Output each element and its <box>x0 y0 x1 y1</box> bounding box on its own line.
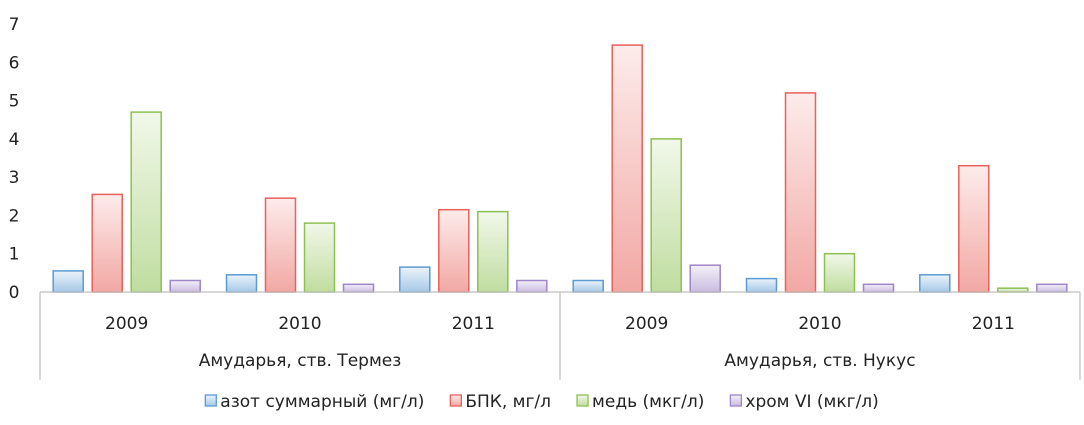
bar-2-1 <box>91 193 123 293</box>
axes <box>39 291 1081 380</box>
y-tick-label: 2 <box>9 206 20 226</box>
bar-4-2 <box>342 283 375 293</box>
legend-label: хром VI (мкг/л) <box>745 392 878 412</box>
y-axis-ticks: 0 1 2 3 4 5 6 7 <box>9 15 20 303</box>
bar-4-3 <box>516 279 548 293</box>
legend-swatch <box>576 394 589 407</box>
bar-3-1 <box>130 111 162 293</box>
y-tick-label: 5 <box>9 92 20 112</box>
bar-4-1 <box>169 279 201 293</box>
x-category-label: 2010 <box>798 314 841 334</box>
legend-label: БПК, мг/л <box>465 392 551 412</box>
bars <box>52 44 1068 293</box>
bar-2-6 <box>958 164 990 293</box>
category-labels: 2009 2010 2011 2009 2010 2011 <box>105 314 1015 334</box>
y-tick-label: 0 <box>9 283 20 303</box>
legend-item: БПК, мг/л <box>449 392 551 412</box>
bar-4-4 <box>689 264 721 293</box>
bar-1-5 <box>745 277 778 293</box>
legend: азот суммарный (мг/л) БПК, мг/л медь (мкг/… <box>204 392 879 412</box>
legend-swatch <box>204 394 217 407</box>
bar-4-6 <box>1036 283 1068 293</box>
group-label: Амударья, ств. Термез <box>199 351 402 371</box>
y-tick-label: 1 <box>9 245 20 265</box>
x-category-label: 2011 <box>972 314 1015 334</box>
x-category-label: 2011 <box>452 314 495 334</box>
legend-swatch <box>449 394 462 407</box>
x-category-label: 2009 <box>625 314 668 334</box>
y-tick-label: 6 <box>9 53 20 73</box>
legend-item: медь (мкг/л) <box>576 392 704 412</box>
bar-1-4 <box>572 279 604 293</box>
bar-1-2 <box>225 274 258 293</box>
y-tick-label: 7 <box>9 15 20 35</box>
group-label: Амударья, ств. Нукус <box>724 351 915 371</box>
legend-label: азот суммарный (мг/л) <box>220 392 424 412</box>
y-tick-label: 3 <box>9 168 20 188</box>
legend-swatch <box>729 394 743 407</box>
bar-3-4 <box>650 138 682 293</box>
x-category-label: 2009 <box>105 314 148 334</box>
bar-3-5 <box>823 252 856 293</box>
bar-1-1 <box>52 270 84 293</box>
x-category-label: 2010 <box>278 314 321 334</box>
legend-item: азот суммарный (мг/л) <box>204 392 424 412</box>
bar-1-3 <box>399 266 431 293</box>
legend-item: хром VI (мкг/л) <box>729 392 879 412</box>
bar-3-2 <box>303 222 336 293</box>
bar-2-2 <box>264 197 297 293</box>
legend-label: медь (мкг/л) <box>592 392 704 412</box>
bar-2-5 <box>784 92 817 293</box>
y-tick-label: 4 <box>9 130 20 150</box>
bar-2-4 <box>611 44 643 293</box>
bar-4-5 <box>862 283 895 293</box>
bar-3-3 <box>477 210 509 293</box>
bar-1-6 <box>919 274 951 293</box>
group-labels: Амударья, ств. Термез Амударья, ств. Нуку… <box>199 351 916 371</box>
bar-2-3 <box>438 208 470 293</box>
